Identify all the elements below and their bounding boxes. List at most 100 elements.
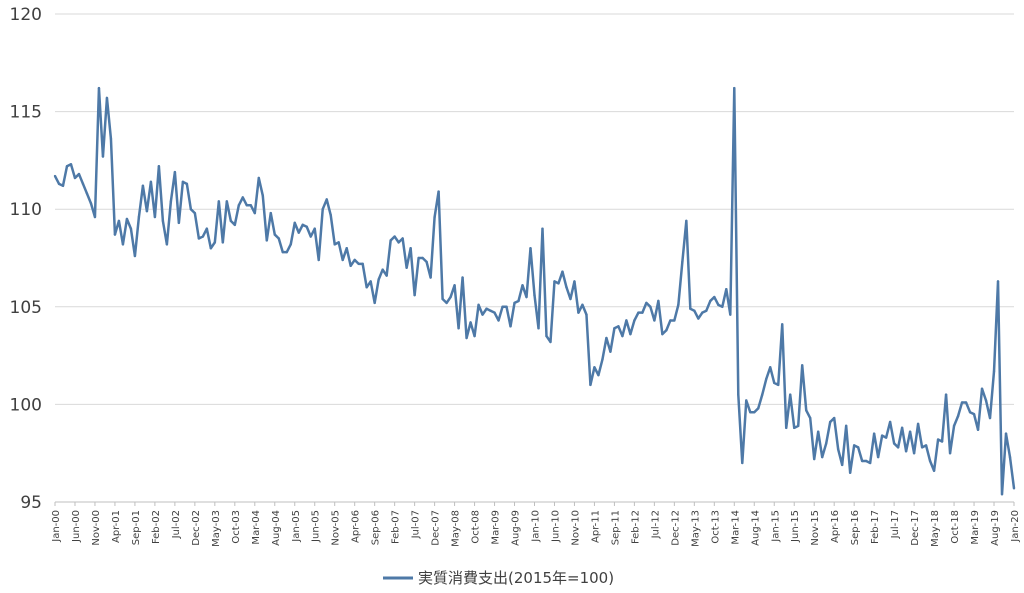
data-point <box>936 438 940 441</box>
x-tick-label: Jun-05 <box>311 510 322 543</box>
data-point <box>545 334 548 338</box>
data-point <box>153 215 157 219</box>
data-point <box>245 204 248 207</box>
data-point <box>809 416 812 420</box>
data-point <box>145 209 149 213</box>
data-point <box>665 329 668 332</box>
data-point <box>912 452 916 455</box>
legend: 実質消費支出(2015年=100) <box>383 569 614 587</box>
data-point <box>876 455 880 459</box>
x-tick-label: Mar-14 <box>730 510 741 545</box>
x-tick-label: Apr-01 <box>111 510 122 543</box>
data-point <box>61 184 65 187</box>
y-tick-label: 110 <box>10 200 42 220</box>
data-point <box>505 305 508 308</box>
data-point <box>773 381 776 385</box>
data-point <box>485 307 488 310</box>
data-point <box>896 446 900 449</box>
data-point <box>817 430 820 433</box>
data-point <box>489 309 492 312</box>
data-point <box>501 305 504 308</box>
data-point <box>725 288 728 291</box>
data-point <box>920 446 924 449</box>
data-point <box>361 262 364 266</box>
data-point <box>625 319 628 322</box>
x-tick-label: Oct-13 <box>710 510 721 544</box>
data-point <box>289 243 292 246</box>
data-point <box>757 407 760 410</box>
data-point <box>269 211 272 215</box>
data-point <box>661 332 664 336</box>
data-point <box>265 239 268 242</box>
data-point <box>681 260 684 264</box>
data-point <box>149 180 153 184</box>
gridlines <box>55 13 1014 503</box>
x-tick-label: Sep-06 <box>371 510 382 545</box>
x-tick-label: Jun-10 <box>550 510 561 543</box>
data-point <box>880 434 884 437</box>
data-point <box>493 311 496 314</box>
data-point <box>749 411 752 414</box>
data-point <box>93 215 97 219</box>
data-point <box>397 241 400 244</box>
data-point <box>729 313 732 316</box>
data-point <box>141 184 145 187</box>
x-tick-label: Oct-08 <box>471 510 482 544</box>
data-point <box>868 461 872 465</box>
data-point <box>341 258 344 262</box>
data-point <box>349 264 352 268</box>
data-point <box>593 366 596 369</box>
data-point <box>621 334 624 338</box>
data-point <box>421 256 424 260</box>
data-point <box>165 243 169 246</box>
data-point <box>541 227 544 230</box>
data-point <box>1004 432 1008 435</box>
data-point <box>609 350 612 353</box>
data-point <box>345 247 348 250</box>
x-tick-label: Apr-06 <box>351 510 362 543</box>
data-point <box>209 247 213 250</box>
data-point <box>956 414 960 418</box>
data-point <box>884 436 888 439</box>
data-point <box>701 311 704 314</box>
data-point <box>333 243 336 246</box>
data-point <box>473 334 476 338</box>
data-point <box>285 250 288 254</box>
x-tick-label: Jan-05 <box>291 510 302 543</box>
data-point <box>425 260 428 264</box>
data-point <box>980 387 984 390</box>
x-tick-label: Feb-07 <box>391 510 402 544</box>
data-point <box>125 217 129 221</box>
data-point <box>389 239 392 242</box>
data-point <box>613 327 616 330</box>
data-point <box>217 200 221 203</box>
data-point <box>872 432 876 435</box>
x-tick-label: Nov-15 <box>810 510 821 546</box>
x-tick-label: Jan-00 <box>51 510 62 543</box>
data-point <box>577 311 580 314</box>
data-point <box>201 235 205 238</box>
data-point <box>161 219 165 223</box>
data-point <box>685 219 688 223</box>
data-point <box>1000 492 1004 496</box>
y-axis: 95 100 105 110 115 120 <box>10 5 42 513</box>
data-point <box>513 301 516 305</box>
data-point <box>904 450 908 453</box>
data-point <box>109 137 113 141</box>
x-tick-label: Jan-15 <box>770 510 781 543</box>
data-point <box>281 250 284 254</box>
data-point <box>241 196 244 199</box>
data-point <box>445 301 448 305</box>
data-point <box>97 86 101 90</box>
data-point <box>521 284 524 287</box>
data-point <box>892 442 896 445</box>
data-point <box>381 268 384 271</box>
data-point <box>801 364 804 367</box>
y-tick-label: 105 <box>10 298 42 318</box>
data-point <box>73 176 77 180</box>
data-point <box>177 221 181 225</box>
data-point <box>225 200 229 203</box>
data-point <box>669 319 672 322</box>
x-tick-label: Dec-12 <box>670 510 681 546</box>
series-layer <box>53 86 1016 496</box>
